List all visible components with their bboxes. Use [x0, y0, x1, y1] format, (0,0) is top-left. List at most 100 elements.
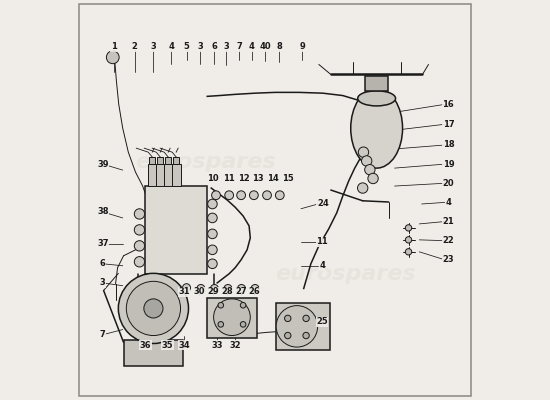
Text: 31: 31 — [178, 287, 190, 296]
Circle shape — [212, 191, 221, 200]
Text: 6: 6 — [211, 42, 217, 51]
Circle shape — [303, 315, 309, 322]
Bar — [164, 164, 173, 186]
Text: 3: 3 — [197, 42, 203, 51]
Text: 39: 39 — [97, 160, 108, 169]
Bar — [145, 186, 207, 274]
Circle shape — [134, 241, 145, 251]
Circle shape — [276, 306, 318, 347]
Circle shape — [144, 299, 163, 318]
Text: 4: 4 — [249, 42, 255, 51]
Circle shape — [358, 183, 368, 193]
Text: 37: 37 — [97, 239, 108, 248]
Ellipse shape — [351, 88, 403, 168]
Bar — [172, 164, 180, 186]
Bar — [124, 340, 183, 366]
Circle shape — [225, 191, 234, 200]
Text: 11: 11 — [316, 237, 328, 246]
Circle shape — [183, 284, 190, 292]
Bar — [166, 157, 171, 164]
Text: 34: 34 — [178, 341, 190, 350]
Circle shape — [208, 229, 217, 239]
Text: 30: 30 — [194, 287, 205, 296]
Circle shape — [236, 191, 245, 200]
Text: eurospares: eurospares — [135, 152, 276, 172]
Text: 7: 7 — [100, 330, 106, 339]
Text: 18: 18 — [443, 140, 454, 150]
Circle shape — [197, 284, 205, 292]
Circle shape — [240, 302, 246, 308]
Text: 24: 24 — [317, 200, 329, 208]
Text: 38: 38 — [97, 208, 108, 216]
Circle shape — [405, 249, 412, 255]
Circle shape — [208, 199, 217, 209]
Bar — [156, 164, 164, 186]
Circle shape — [276, 191, 284, 200]
Bar — [150, 157, 155, 164]
Text: 20: 20 — [443, 179, 454, 188]
Text: 5: 5 — [184, 42, 189, 51]
Circle shape — [284, 332, 291, 339]
Circle shape — [303, 332, 309, 339]
Text: 3: 3 — [151, 42, 156, 51]
Circle shape — [218, 302, 224, 308]
Circle shape — [405, 225, 412, 231]
Text: 11: 11 — [223, 174, 235, 182]
Bar — [366, 76, 388, 91]
Circle shape — [251, 284, 259, 292]
Text: 17: 17 — [443, 120, 454, 129]
Text: 28: 28 — [221, 287, 233, 296]
Circle shape — [358, 147, 368, 157]
Text: 9: 9 — [299, 42, 305, 51]
Text: 3: 3 — [223, 42, 229, 51]
Circle shape — [126, 281, 180, 336]
Circle shape — [118, 273, 189, 344]
Circle shape — [211, 284, 218, 292]
Text: 1: 1 — [111, 42, 117, 51]
Text: 4: 4 — [446, 198, 452, 207]
Bar — [207, 298, 257, 338]
Ellipse shape — [358, 91, 395, 106]
Circle shape — [208, 213, 217, 223]
Text: 13: 13 — [252, 174, 264, 182]
Text: 15: 15 — [282, 174, 294, 182]
Text: 8: 8 — [276, 42, 282, 51]
Text: 27: 27 — [235, 287, 247, 296]
Circle shape — [208, 245, 217, 255]
Text: 4: 4 — [319, 261, 325, 270]
Text: 25: 25 — [316, 317, 328, 326]
Text: 40: 40 — [260, 42, 271, 51]
Text: 33: 33 — [211, 341, 223, 350]
Bar — [276, 303, 330, 350]
Text: eurospares: eurospares — [275, 264, 416, 284]
Circle shape — [240, 322, 246, 327]
Circle shape — [213, 299, 250, 336]
Text: 19: 19 — [443, 160, 454, 169]
Circle shape — [134, 225, 145, 235]
Text: 10: 10 — [207, 174, 219, 182]
Text: 36: 36 — [140, 341, 151, 350]
Text: 21: 21 — [443, 217, 454, 226]
Circle shape — [208, 259, 217, 268]
Text: 14: 14 — [267, 174, 278, 182]
Text: 32: 32 — [229, 341, 241, 350]
Text: 7: 7 — [236, 42, 242, 51]
Text: 26: 26 — [249, 287, 260, 296]
Circle shape — [250, 191, 258, 200]
Circle shape — [238, 284, 245, 292]
Circle shape — [405, 237, 412, 243]
Circle shape — [284, 315, 291, 322]
Bar — [157, 157, 163, 164]
Circle shape — [218, 322, 224, 327]
Text: 12: 12 — [238, 174, 250, 182]
Circle shape — [365, 164, 375, 175]
Text: 16: 16 — [443, 100, 454, 109]
Circle shape — [263, 191, 271, 200]
Text: 22: 22 — [443, 236, 454, 245]
Text: 23: 23 — [443, 255, 454, 264]
Bar — [173, 157, 179, 164]
Text: 3: 3 — [100, 278, 106, 288]
Text: 4: 4 — [168, 42, 174, 51]
Text: 2: 2 — [132, 42, 138, 51]
Circle shape — [361, 156, 372, 166]
